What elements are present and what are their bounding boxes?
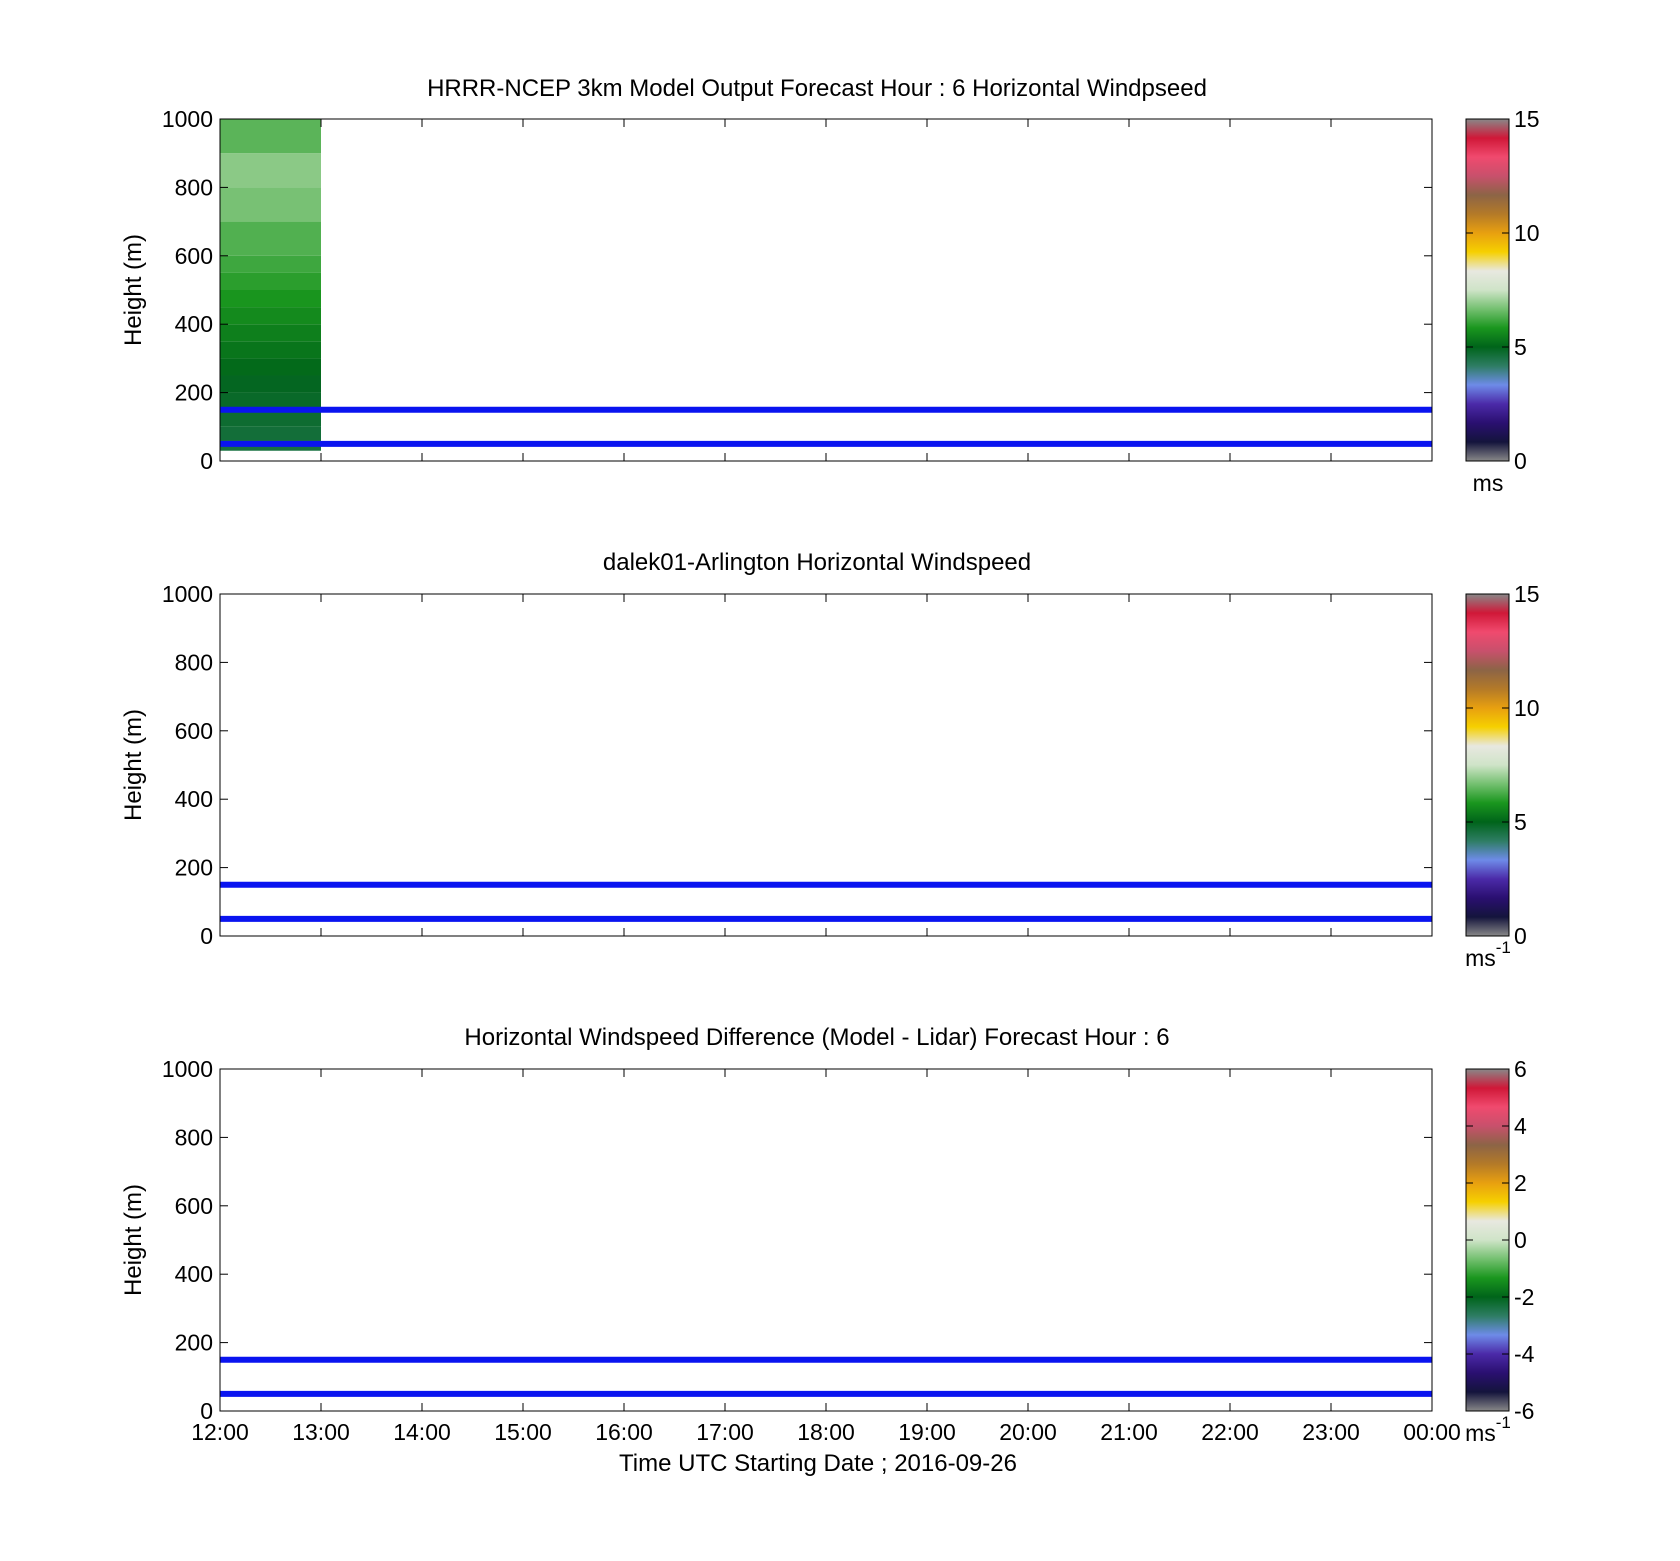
- colorbar-unit: ms-1: [1465, 938, 1511, 971]
- colorbar-unit: ms-1: [1465, 1413, 1511, 1446]
- y-tick-label: 800: [175, 649, 213, 675]
- y-tick-label: 800: [175, 174, 213, 200]
- x-tick-label: 17:00: [696, 1419, 754, 1445]
- y-tick-label: 600: [175, 718, 213, 744]
- y-tick-label: 800: [175, 1124, 213, 1150]
- colorbar-tick-label: 6: [1514, 1056, 1527, 1082]
- x-tick-label: 12:00: [191, 1419, 249, 1445]
- colorbar: [1465, 593, 1510, 937]
- heatmap-cell: [220, 255, 321, 273]
- heatmap-cell: [220, 358, 321, 376]
- heatmap-cell: [220, 221, 321, 256]
- y-tick-label: 600: [175, 1193, 213, 1219]
- plot-area: 0 200 400 600 800 1000 12:00 13:00 14:00 15:00 16:…: [162, 1056, 1535, 1446]
- panel-title: Horizontal Windspeed Difference (Model -…: [464, 1024, 1169, 1051]
- colorbar-tick-label: 2: [1514, 1170, 1527, 1196]
- y-tick-label: 200: [175, 855, 213, 881]
- x-axis-label: Time UTC Starting Date ; 2016-09-26: [619, 1450, 1017, 1477]
- x-tick-label: 13:00: [292, 1419, 350, 1445]
- colorbar-tick-label: 0: [1514, 923, 1527, 949]
- y-tick-label: 200: [175, 1330, 213, 1356]
- x-tick-label: 15:00: [494, 1419, 552, 1445]
- heatmap-cell: [220, 290, 321, 308]
- x-tick-label: 22:00: [1201, 1419, 1259, 1445]
- heatmap-cell: [220, 324, 321, 342]
- colorbar-tick-label: 5: [1514, 334, 1527, 360]
- colorbar-unit: ms: [1473, 470, 1504, 496]
- colorbar-tick-label: 10: [1514, 695, 1540, 721]
- heatmap-cell: [220, 272, 321, 290]
- heatmap-cell: [220, 375, 321, 393]
- colorbar-tick-label: 10: [1514, 220, 1540, 246]
- colorbar-unit-exponent: -1: [1496, 1413, 1511, 1432]
- heatmap-cell: [220, 307, 321, 325]
- colorbar-tick-label: -4: [1514, 1341, 1535, 1367]
- heatmap-cell: [220, 119, 321, 154]
- colorbar-unit-exponent: -1: [1496, 938, 1511, 957]
- panel-title: HRRR-NCEP 3km Model Output Forecast Hour…: [427, 75, 1207, 102]
- y-axis-label: Height (m): [120, 234, 147, 346]
- plot-area: 0 200 400 600 800 1000 0 5 10 15 ms: [162, 106, 1540, 496]
- y-tick-label: 1000: [162, 581, 213, 607]
- colorbar-tick-label: 0: [1514, 448, 1527, 474]
- y-tick-label: 600: [175, 243, 213, 269]
- colorbar-tick-label: 0: [1514, 1227, 1527, 1253]
- y-tick-label: 0: [200, 1398, 213, 1424]
- x-tick-label: 18:00: [797, 1419, 855, 1445]
- x-tick-label: 19:00: [898, 1419, 956, 1445]
- colorbar-tick-label: -6: [1514, 1398, 1534, 1424]
- plot-area: 0 200 400 600 800 1000 0 5 10 15 ms-1: [162, 581, 1540, 971]
- heatmap-cell: [220, 426, 321, 441]
- x-tick-label: 20:00: [999, 1419, 1057, 1445]
- y-tick-label: 1000: [162, 1056, 213, 1082]
- colorbar-tick-label: 5: [1514, 809, 1527, 835]
- panel-difference: Horizontal Windspeed Difference (Model -…: [120, 1024, 1535, 1477]
- y-axis-label: Height (m): [120, 1184, 147, 1296]
- y-tick-label: 0: [200, 448, 213, 474]
- heatmap-cell: [220, 392, 321, 410]
- y-tick-label: 200: [175, 380, 213, 406]
- y-tick-label: 1000: [162, 106, 213, 132]
- x-tick-label: 23:00: [1302, 1419, 1360, 1445]
- colorbar-tick-label: 15: [1514, 106, 1540, 132]
- y-tick-label: 400: [175, 786, 213, 812]
- heatmap-cell: [220, 341, 321, 359]
- heatmap-cell: [220, 187, 321, 222]
- y-axis-label: Height (m): [120, 709, 147, 821]
- heatmap-cell: [220, 409, 321, 427]
- y-tick-label: 400: [175, 1261, 213, 1287]
- colorbar-tick-label: 15: [1514, 581, 1540, 607]
- heatmap-cell: [220, 153, 321, 188]
- colorbar-tick-label: -2: [1514, 1284, 1534, 1310]
- x-tick-label: 21:00: [1100, 1419, 1158, 1445]
- x-tick-label: 16:00: [595, 1419, 653, 1445]
- y-tick-label: 400: [175, 311, 213, 337]
- y-tick-label: 0: [200, 923, 213, 949]
- colorbar-tick-label: 4: [1514, 1113, 1527, 1139]
- panel-model-output: HRRR-NCEP 3km Model Output Forecast Hour…: [120, 75, 1540, 496]
- x-tick-label: 14:00: [393, 1419, 451, 1445]
- panel-lidar-observation: dalek01-Arlington Horizontal Windspeed H…: [120, 549, 1540, 971]
- panel-title: dalek01-Arlington Horizontal Windspeed: [603, 549, 1031, 576]
- colorbar: [1465, 118, 1510, 462]
- x-tick-label: 00:00: [1403, 1419, 1461, 1445]
